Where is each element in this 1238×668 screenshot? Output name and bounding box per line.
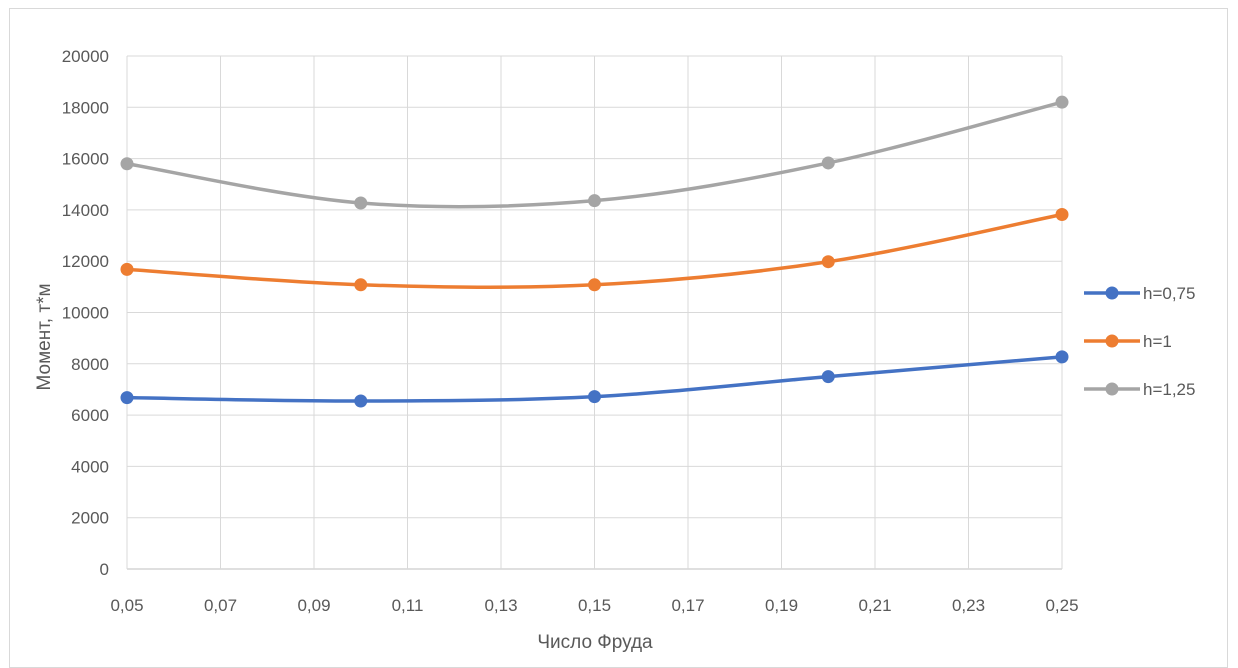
y-tick-label: 6000 bbox=[71, 406, 109, 425]
y-tick-label: 16000 bbox=[62, 150, 109, 169]
y-tick-label: 4000 bbox=[71, 457, 109, 476]
x-tick-label: 0,21 bbox=[858, 596, 891, 615]
legend-item: h=0,75 bbox=[1084, 284, 1195, 303]
legend: h=0,75 h=1 h=1,25 bbox=[1084, 284, 1195, 399]
data-point bbox=[120, 262, 134, 276]
x-tick-label: 0,17 bbox=[671, 596, 704, 615]
series-2 bbox=[120, 208, 1069, 292]
legend-label: h=1,25 bbox=[1143, 380, 1195, 399]
y-axis-label: Момент, т*м bbox=[34, 283, 55, 390]
y-tick-label: 14000 bbox=[62, 201, 109, 220]
data-point bbox=[354, 278, 368, 292]
data-point bbox=[821, 370, 835, 384]
y-tick-label: 0 bbox=[100, 560, 109, 579]
legend-label: h=1 bbox=[1143, 332, 1172, 351]
x-axis-ticks: 0,05 0,07 0,09 0,11 0,13 0,15 0,17 0,19 0,21 0,23… bbox=[110, 596, 1078, 615]
x-tick-label: 0,07 bbox=[204, 596, 237, 615]
y-tick-label: 18000 bbox=[62, 98, 109, 117]
series-3 bbox=[120, 95, 1069, 210]
data-point bbox=[588, 278, 601, 292]
legend-item: h=1 bbox=[1084, 332, 1172, 351]
legend-marker bbox=[1105, 334, 1119, 348]
chart-frame bbox=[9, 8, 1228, 668]
x-tick-label: 0,13 bbox=[484, 596, 517, 615]
series-group bbox=[120, 95, 1069, 408]
series-1 bbox=[120, 350, 1069, 408]
x-tick-label: 0,05 bbox=[110, 596, 143, 615]
data-point bbox=[821, 255, 835, 269]
data-point bbox=[120, 391, 134, 405]
y-tick-label: 20000 bbox=[62, 47, 109, 66]
data-point bbox=[1055, 95, 1069, 109]
y-tick-label: 10000 bbox=[62, 304, 109, 323]
x-tick-label: 0,11 bbox=[392, 596, 424, 615]
gridlines bbox=[126, 55, 1063, 570]
data-point bbox=[120, 157, 134, 171]
x-tick-label: 0,23 bbox=[952, 596, 985, 615]
data-point bbox=[588, 194, 601, 208]
x-tick-label: 0,15 bbox=[578, 596, 611, 615]
legend-label: h=0,75 bbox=[1143, 284, 1195, 303]
x-tick-label: 0,19 bbox=[765, 596, 798, 615]
legend-marker bbox=[1105, 382, 1119, 396]
y-tick-label: 12000 bbox=[62, 252, 109, 271]
data-point bbox=[821, 156, 835, 170]
x-tick-label: 0,09 bbox=[297, 596, 330, 615]
legend-marker bbox=[1105, 286, 1119, 300]
data-point bbox=[354, 394, 368, 408]
y-axis-ticks: 0 2000 4000 6000 8000 10000 12000 14000 16000 180… bbox=[62, 47, 109, 579]
data-point bbox=[354, 196, 368, 210]
x-tick-label: 0,25 bbox=[1045, 596, 1078, 615]
legend-item: h=1,25 bbox=[1084, 380, 1195, 399]
data-point bbox=[1055, 208, 1069, 222]
y-tick-label: 8000 bbox=[71, 355, 109, 374]
data-point bbox=[1055, 350, 1069, 364]
y-tick-label: 2000 bbox=[71, 509, 109, 528]
x-axis-label: Число Фруда bbox=[537, 632, 653, 653]
data-point bbox=[588, 390, 601, 404]
